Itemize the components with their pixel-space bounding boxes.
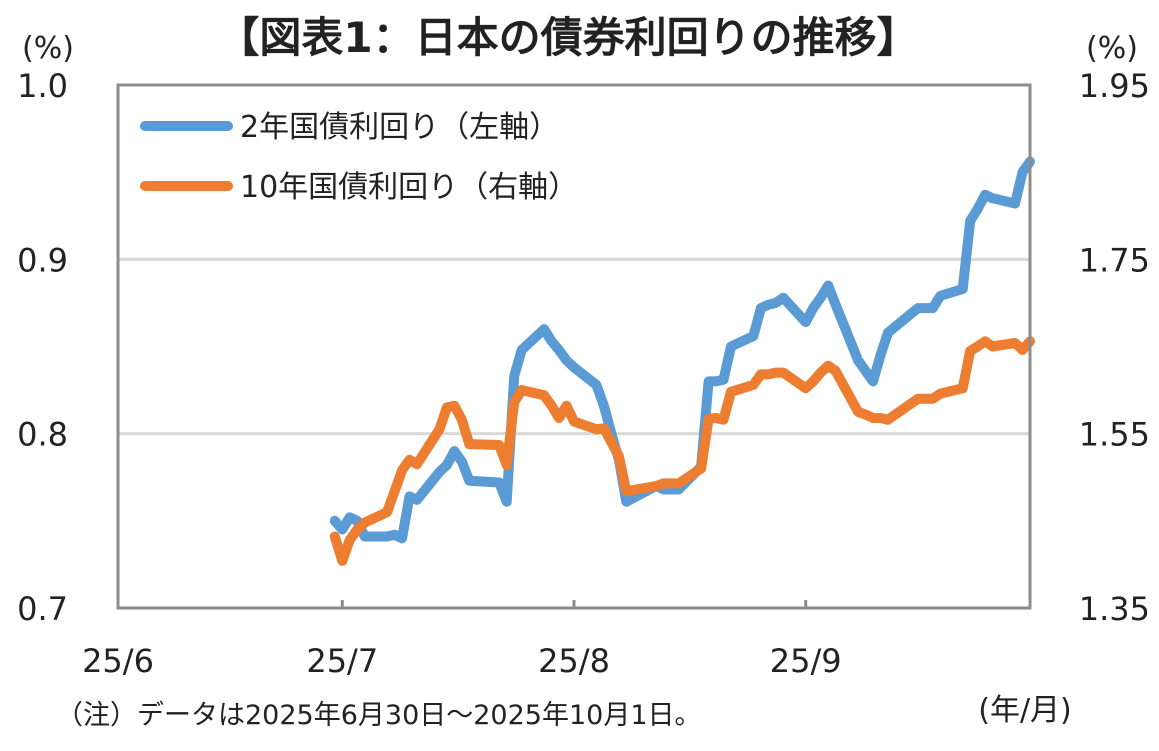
series-line-2y [329, 156, 1035, 544]
right-axis-tick-labels: 1.95 1.75 1.55 1.35 [1079, 67, 1150, 628]
x-axis-tick-label: 25/6 [82, 642, 154, 680]
left-axis-tick-labels: 1.0 0.9 0.8 0.7 [17, 67, 68, 628]
right-axis-tick-label: 1.75 [1079, 241, 1150, 279]
x-axis-ticks [340, 600, 808, 608]
series-line-10y [329, 336, 1035, 566]
x-axis-tick-labels: 25/6 25/7 25/8 25/9 [82, 642, 842, 680]
x-axis-unit: (年/月) [978, 693, 1072, 728]
x-axis-tick-label: 25/7 [306, 642, 378, 680]
x-axis-tick-label: 25/9 [770, 642, 842, 680]
series-lines [329, 156, 1035, 566]
footnote: （注）データは2025年6月30日～2025年10月1日。 [56, 700, 702, 731]
chart-title: 【図表1：日本の債券利回りの推移】 [217, 13, 918, 62]
left-axis-unit: (%) [22, 31, 74, 66]
gridlines [118, 257, 1030, 436]
legend: 2年国債利回り（左軸） 10年国債利回り（右軸） [140, 110, 578, 205]
left-axis-tick-label: 0.9 [17, 241, 68, 279]
right-axis-tick-label: 1.55 [1079, 416, 1150, 454]
plot-area-frame [116, 83, 1032, 610]
legend-label-10y: 10年国債利回り（右軸） [240, 170, 578, 205]
right-axis-tick-label: 1.95 [1079, 67, 1150, 105]
legend-label-2y: 2年国債利回り（左軸） [240, 110, 559, 145]
x-axis-tick-label: 25/8 [538, 642, 610, 680]
left-axis-tick-label: 0.8 [17, 416, 68, 454]
left-axis-tick-label: 1.0 [17, 67, 68, 105]
right-axis-unit: (%) [1086, 31, 1138, 66]
right-axis-tick-label: 1.35 [1079, 590, 1150, 628]
left-axis-tick-label: 0.7 [17, 590, 68, 628]
